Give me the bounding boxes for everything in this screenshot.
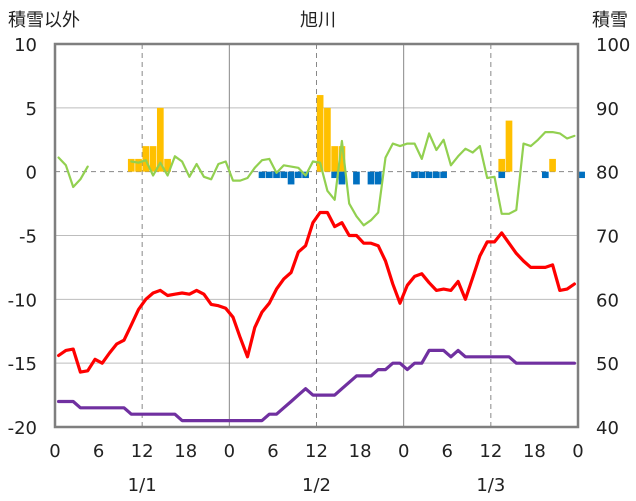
day-label: 1/3 <box>476 475 505 496</box>
bar <box>549 158 556 172</box>
bar <box>324 107 331 172</box>
x-tick-label: 12 <box>305 441 328 462</box>
left-tick-label: -5 <box>19 227 37 248</box>
bar <box>498 158 506 172</box>
left-tick-label: 5 <box>26 99 37 120</box>
day-label: 1/1 <box>128 475 157 496</box>
x-tick-label: 6 <box>93 441 104 462</box>
series-line <box>57 348 576 423</box>
series-line <box>57 210 576 374</box>
bar <box>149 146 157 172</box>
bar <box>258 171 266 179</box>
bar <box>156 107 164 172</box>
bar <box>440 171 447 179</box>
x-tick-label: 18 <box>349 441 372 462</box>
bar <box>418 171 426 179</box>
bar <box>541 171 549 179</box>
left-tick-label: 10 <box>14 35 37 56</box>
bar <box>338 171 346 185</box>
x-tick-label: 6 <box>442 441 453 462</box>
bar <box>505 120 513 172</box>
right-tick-label: 40 <box>596 418 619 439</box>
left-tick-label: -10 <box>8 290 37 311</box>
bar <box>338 146 346 172</box>
right-tick-label: 90 <box>596 99 619 120</box>
bar <box>353 171 360 185</box>
bar <box>273 171 280 179</box>
chart-title: 旭川 <box>300 10 336 31</box>
bar <box>127 158 135 172</box>
bar <box>411 171 418 179</box>
right-axis-title: 積雪 <box>592 10 628 31</box>
right-tick-label: 50 <box>596 354 619 375</box>
bar <box>425 171 433 179</box>
x-tick-label: 0 <box>398 441 409 462</box>
left-tick-label: -20 <box>8 418 37 439</box>
plot-border <box>53 42 580 429</box>
x-tick-label: 18 <box>174 441 197 462</box>
bar <box>316 95 324 172</box>
x-tick-label: 6 <box>267 441 278 462</box>
bar <box>367 171 375 185</box>
bar <box>164 158 171 172</box>
x-tick-label: 18 <box>523 441 546 462</box>
bar <box>578 171 585 179</box>
bar <box>433 171 440 179</box>
right-tick-label: 60 <box>596 290 619 311</box>
right-tick-label: 70 <box>596 227 619 248</box>
left-tick-label: 0 <box>26 163 37 184</box>
bar <box>498 171 506 179</box>
bar <box>280 171 288 179</box>
day-label: 1/2 <box>302 475 331 496</box>
bar <box>331 171 339 179</box>
bar <box>142 146 150 172</box>
right-tick-label: 80 <box>596 163 619 184</box>
x-tick-label: 12 <box>479 441 502 462</box>
left-tick-label: -15 <box>8 354 37 375</box>
right-tick-label: 100 <box>596 35 630 56</box>
bar <box>331 146 339 172</box>
bar <box>374 171 382 185</box>
bar <box>287 171 295 185</box>
series-line <box>57 131 576 227</box>
left-axis-title: 積雪以外 <box>8 10 80 31</box>
bar <box>294 171 302 179</box>
x-tick-label: 0 <box>224 441 235 462</box>
x-tick-label: 0 <box>572 441 583 462</box>
x-tick-label: 12 <box>131 441 154 462</box>
bar <box>265 171 273 179</box>
bar <box>135 158 142 172</box>
x-tick-label: 0 <box>49 441 60 462</box>
